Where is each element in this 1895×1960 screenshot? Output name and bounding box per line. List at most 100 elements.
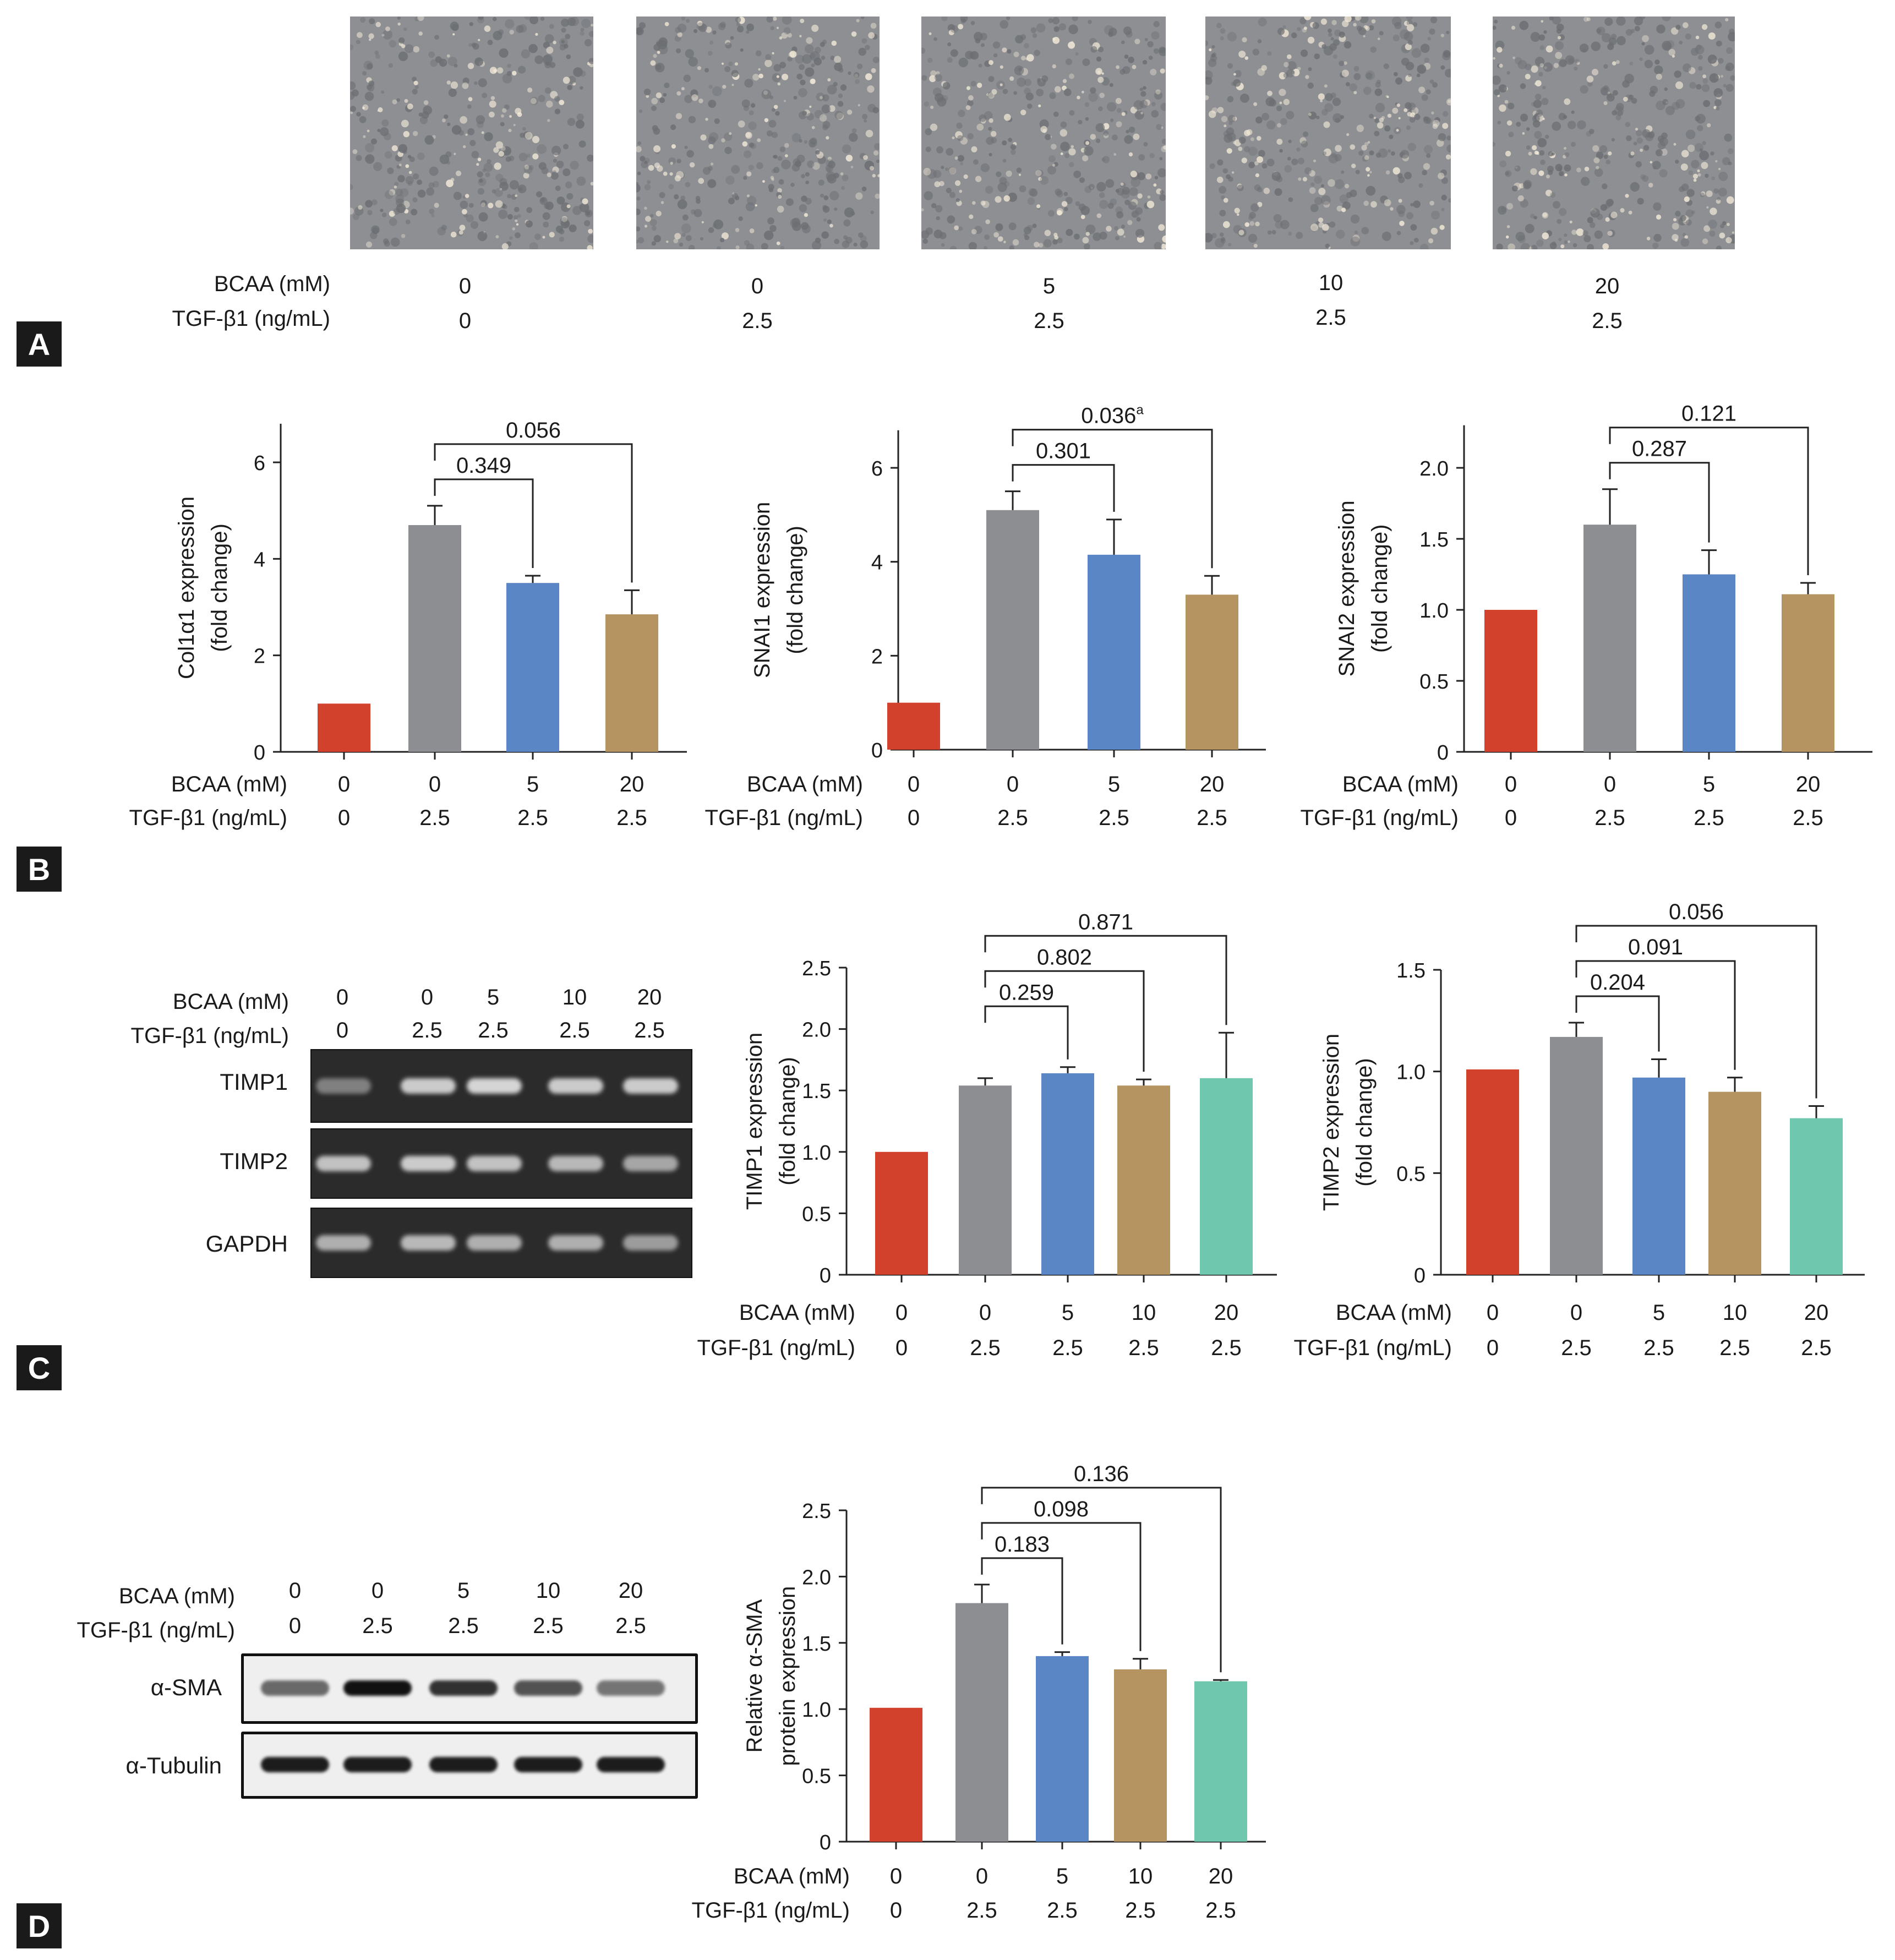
timp1-bcaa-value: 0 [979, 1301, 991, 1325]
col1a1-bar [318, 703, 370, 752]
timp1-y-tick-label: 0 [820, 1264, 831, 1287]
timp2-tgf-label: TGF-β1 (ng/mL) [1294, 1336, 1452, 1360]
blot-tgf-3: 2.5 [448, 1614, 479, 1638]
blot-band [514, 1680, 582, 1696]
asma-bar [870, 1707, 922, 1842]
col1a1-y-tick-label: 2 [254, 645, 265, 668]
timp2-p-value: 0.204 [1590, 970, 1645, 995]
gel-bcaa-1: 0 [336, 985, 349, 1009]
timp2-bar [1550, 1036, 1603, 1275]
gel-band [548, 1235, 603, 1251]
timp1-y-tick-label: 2.0 [802, 1019, 831, 1042]
micrograph-3 [921, 17, 1166, 249]
gel-band [467, 1235, 522, 1251]
timp1-bcaa-label: BCAA (mM) [739, 1301, 855, 1325]
col1a1-bar [408, 525, 461, 752]
blot-band [429, 1680, 498, 1696]
asma-bar [1036, 1656, 1089, 1842]
asma-comparison-bracket [981, 1522, 1142, 1651]
gel-band [623, 1078, 678, 1094]
timp1-tgf-value: 2.5 [970, 1336, 1001, 1360]
timp2-p-value: 0.056 [1669, 900, 1724, 924]
blot-band [261, 1680, 329, 1696]
asma-tgf-label: TGF-β1 (ng/mL) [692, 1898, 850, 1923]
gel-tgf-2: 2.5 [412, 1018, 443, 1042]
asma-bar [1194, 1681, 1247, 1842]
gel-band [401, 1235, 456, 1251]
timp2-tgf-value: 2.5 [1561, 1336, 1592, 1360]
panel-a-tgf-2: 2.5 [742, 309, 773, 333]
gel-band [623, 1235, 678, 1251]
timp1-y-tick-label: 0.5 [802, 1203, 831, 1226]
blot-tgf-5: 2.5 [615, 1614, 646, 1638]
gel-bcaa-label: BCAA (mM) [172, 990, 289, 1014]
snai2-y-tick-label: 0.5 [1419, 670, 1449, 694]
gel-band [316, 1156, 371, 1171]
blot-strip-tubulin [241, 1732, 698, 1799]
timp1-bar [1041, 1073, 1094, 1275]
panel-a-bcaa-4: 10 [1318, 271, 1344, 295]
timp1-y-tick-label: 1.5 [802, 1080, 831, 1103]
gel-label-timp1: TIMP1 [220, 1069, 288, 1095]
col1a1-comparison-bracket [434, 443, 633, 583]
asma-p-value: 0.098 [1034, 1497, 1089, 1521]
blot-band [343, 1757, 412, 1772]
gel-tgf-1: 0 [336, 1018, 349, 1042]
col1a1-y-label-line2: (fold change) [207, 523, 232, 652]
snai2-tgf-value: 0 [1505, 806, 1517, 830]
timp2-y-label-line1: TIMP2 expression [1319, 1034, 1344, 1211]
gel-bcaa-4: 10 [562, 985, 587, 1009]
timp1-bar [1117, 1085, 1170, 1275]
blot-band [514, 1757, 582, 1772]
col1a1-p-value: 0.056 [506, 418, 561, 443]
gel-band [316, 1078, 371, 1094]
asma-bcaa-value: 5 [1056, 1864, 1068, 1888]
snai1-tgf-value: 2.5 [997, 806, 1028, 830]
panel-a-bcaa-1: 0 [458, 274, 472, 298]
timp2-tgf-value: 2.5 [1801, 1336, 1832, 1360]
gel-band [623, 1156, 678, 1171]
timp1-bcaa-value: 10 [1132, 1301, 1156, 1325]
gel-label-timp2: TIMP2 [220, 1148, 288, 1174]
asma-y-tick-label: 0.5 [802, 1765, 831, 1788]
timp1-p-value: 0.802 [1037, 945, 1092, 969]
snai2-bcaa-value: 20 [1796, 772, 1821, 796]
timp2-bcaa-value: 5 [1653, 1301, 1665, 1325]
snai2-tgf-value: 2.5 [1594, 806, 1625, 830]
timp2-bar [1632, 1077, 1685, 1275]
asma-comparison-bracket [981, 1487, 1222, 1673]
snai2-bar [1583, 525, 1636, 752]
timp1-y-label-line2: (fold change) [776, 1057, 800, 1185]
gel-band [548, 1156, 603, 1171]
gel-band [467, 1156, 522, 1171]
snai2-comparison-bracket [1609, 427, 1809, 575]
asma-tgf-value: 2.5 [966, 1898, 997, 1923]
snai2-tgf-value: 2.5 [1793, 806, 1823, 830]
col1a1-tgf-value: 2.5 [419, 806, 450, 830]
asma-y-label-line1: Relative α-SMA [742, 1599, 767, 1752]
gel-tgf-5: 2.5 [634, 1018, 665, 1042]
asma-y-label-line2: protein expression [776, 1586, 800, 1766]
asma-tgf-value: 0 [890, 1898, 902, 1923]
panel-a-tgf-3: 2.5 [1034, 309, 1064, 333]
blot-band [429, 1757, 498, 1772]
snai2-y-tick-label: 1.5 [1419, 528, 1449, 552]
timp2-comparison-bracket [1575, 925, 1817, 1099]
micrograph-texture [1493, 17, 1735, 249]
asma-y-tick-label: 2.5 [802, 1500, 831, 1523]
snai1-tgf-value: 2.5 [1099, 806, 1129, 830]
micrograph-1 [350, 17, 593, 249]
panel-a-bcaa-label: BCAA (mM) [214, 272, 330, 296]
timp2-tgf-value: 2.5 [1643, 1336, 1674, 1360]
snai2-bcaa-label: BCAA (mM) [1342, 772, 1459, 796]
asma-bcaa-label: BCAA (mM) [734, 1864, 850, 1888]
gel-tgf-3: 2.5 [478, 1018, 509, 1042]
timp1-comparison-bracket [984, 970, 1145, 1072]
snai1-bar [887, 702, 940, 750]
timp1-tgf-value: 0 [895, 1336, 908, 1360]
snai2-bar [1484, 610, 1537, 752]
timp2-bcaa-value: 0 [1487, 1301, 1499, 1325]
snai1-bcaa-label: BCAA (mM) [747, 772, 863, 796]
gel-bcaa-3: 5 [487, 985, 500, 1009]
timp2-bcaa-label: BCAA (mM) [1336, 1301, 1452, 1325]
